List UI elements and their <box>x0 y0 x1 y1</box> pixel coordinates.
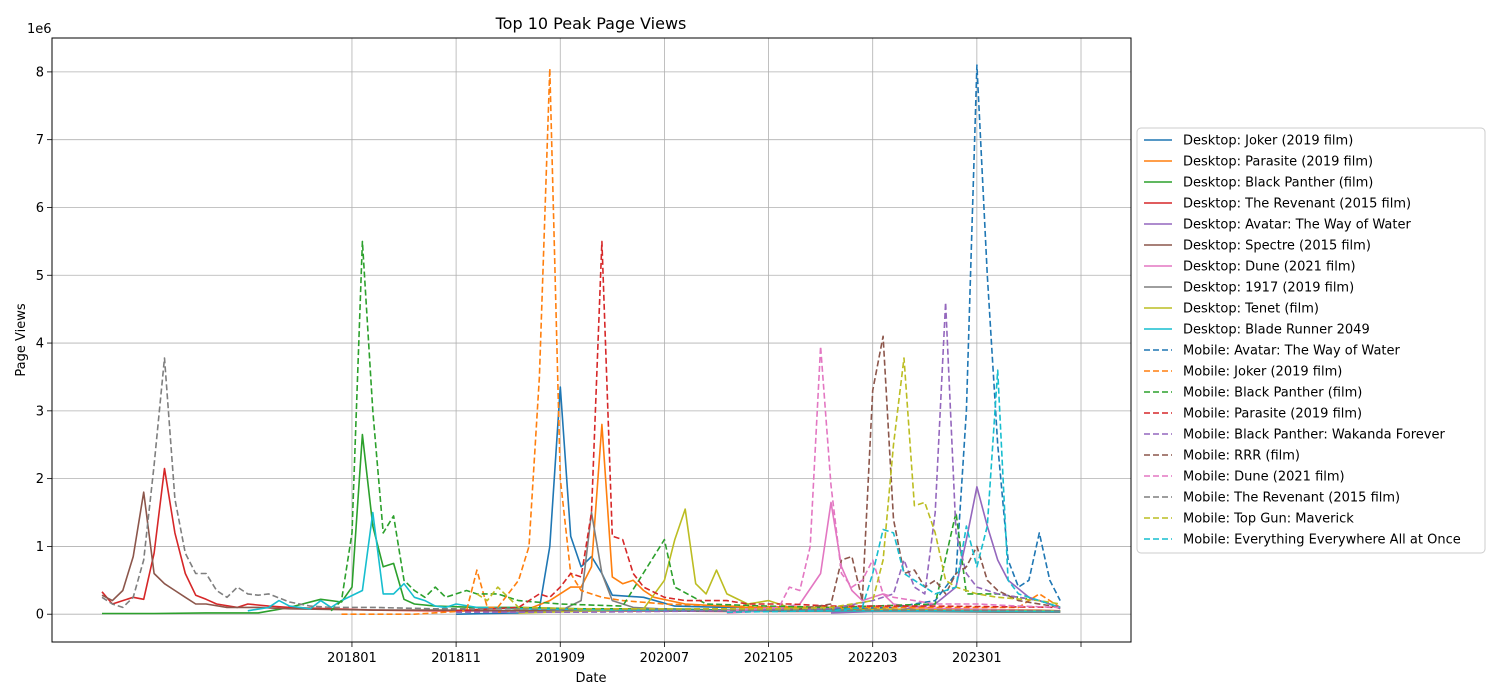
y-axis-title: Page Views <box>14 303 29 376</box>
legend-entry: Desktop: Parasite (2019 film) <box>1183 155 1373 170</box>
legend-entry: Mobile: Parasite (2019 film) <box>1183 407 1362 422</box>
legend-entry: Mobile: Joker (2019 film) <box>1183 365 1342 380</box>
legend-entry: Desktop: The Revenant (2015 film) <box>1183 197 1411 212</box>
y-tick-label: 1 <box>36 540 44 555</box>
y-tick-label: 5 <box>36 269 44 284</box>
series-line <box>330 240 1061 612</box>
legend: Desktop: Joker (2019 film) Desktop: Paras… <box>1136 127 1486 554</box>
x-tick-label: 201909 <box>535 651 585 666</box>
legend-frame <box>1136 127 1486 554</box>
series-line <box>726 501 1061 614</box>
legend-entry: Desktop: Tenet (film) <box>1183 302 1319 317</box>
series-line <box>830 486 1061 614</box>
series-line <box>101 491 1061 613</box>
series-line <box>726 345 1061 612</box>
series-line <box>456 386 1061 615</box>
legend-entry: Mobile: RRR (film) <box>1183 449 1300 464</box>
legend-entry: Mobile: The Revenant (2015 film) <box>1183 491 1400 506</box>
series-line <box>341 67 1061 615</box>
x-tick-label: 201801 <box>327 651 377 666</box>
legend-entry: Mobile: Dune (2021 film) <box>1183 470 1345 485</box>
x-tick-label: 201811 <box>431 651 481 666</box>
y-axis-ticks: 0 1 2 3 4 5 6 7 8 <box>36 65 52 623</box>
series-line <box>726 64 1061 612</box>
legend-entry: Desktop: Blade Runner 2049 <box>1183 323 1370 338</box>
x-axis-title: Date <box>575 671 606 686</box>
x-tick-label: 202203 <box>848 651 898 666</box>
legend-entry: Desktop: Joker (2019 film) <box>1183 134 1353 149</box>
series-line <box>726 369 1061 613</box>
x-axis-ticks: 201801 201811 201909 202007 202105 202203 2023… <box>327 642 1082 666</box>
legend-entry: Desktop: Dune (2021 film) <box>1183 260 1356 275</box>
chart-title: Top 10 Peak Page Views <box>495 14 687 33</box>
legend-entry: Mobile: Avatar: The Way of Water <box>1183 344 1401 359</box>
series-lines <box>101 64 1061 615</box>
legend-entry: Mobile: Everything Everywhere All at Onc… <box>1183 533 1461 548</box>
legend-entry: Mobile: Top Gun: Maverick <box>1183 512 1354 527</box>
series-line <box>726 335 1061 613</box>
y-tick-label: 2 <box>36 472 44 487</box>
series-line <box>518 511 1061 614</box>
grid <box>52 38 1131 642</box>
y-tick-label: 0 <box>36 608 44 623</box>
x-tick-label: 202301 <box>952 651 1002 666</box>
legend-entry: Desktop: Avatar: The Way of Water <box>1183 218 1411 233</box>
x-tick-label: 202105 <box>744 651 794 666</box>
y-multiplier-label: 1e6 <box>27 22 52 37</box>
series-line <box>456 301 1061 613</box>
legend-entry: Desktop: 1917 (2019 film) <box>1183 281 1354 296</box>
x-tick-label: 202007 <box>640 651 690 666</box>
series-line <box>497 423 1061 613</box>
plot-frame <box>51 37 1132 643</box>
y-tick-label: 4 <box>36 337 44 352</box>
legend-entry: Desktop: Spectre (2015 film) <box>1183 239 1371 254</box>
y-tick-label: 8 <box>36 65 44 80</box>
y-tick-label: 7 <box>36 133 44 148</box>
legend-entry: Mobile: Black Panther (film) <box>1183 386 1362 401</box>
series-line <box>476 357 1061 610</box>
y-tick-label: 6 <box>36 201 44 216</box>
legend-entry: Mobile: Black Panther: Wakanda Forever <box>1183 428 1445 443</box>
y-tick-label: 3 <box>36 404 44 419</box>
series-line <box>456 240 1061 612</box>
legend-entry: Desktop: Black Panther (film) <box>1183 176 1373 191</box>
